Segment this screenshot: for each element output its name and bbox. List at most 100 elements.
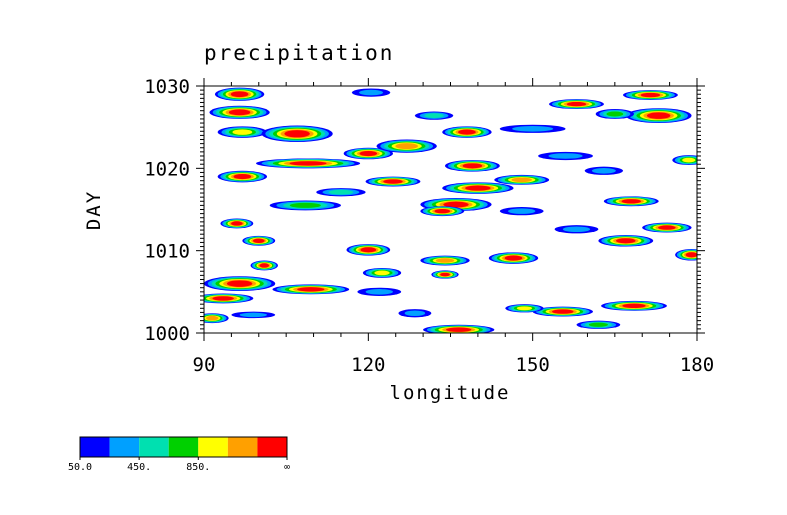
colorbar-swatch-7 bbox=[257, 437, 287, 457]
y-tick-label: 1020 bbox=[144, 158, 190, 180]
precip-contour-level-7 bbox=[434, 208, 451, 214]
precip-contour-level-2 bbox=[548, 153, 583, 159]
x-axis-label: longitude bbox=[390, 382, 511, 404]
precip-cell-43 bbox=[414, 111, 454, 120]
precip-contour-level-5 bbox=[682, 157, 696, 163]
precip-cell-3 bbox=[261, 125, 333, 142]
precip-cell-46 bbox=[316, 188, 366, 197]
precip-contour-level-7 bbox=[440, 272, 450, 277]
major-ticks bbox=[196, 78, 705, 341]
precip-cell-13 bbox=[420, 197, 492, 212]
y-axis-label: DAY bbox=[83, 190, 105, 230]
precip-contour-level-2 bbox=[359, 89, 384, 96]
precip-contour-level-7 bbox=[284, 130, 310, 138]
precip-contour-level-2 bbox=[562, 226, 591, 233]
precip-cell-24 bbox=[675, 249, 697, 261]
colorbar-swatch-1 bbox=[80, 437, 110, 457]
precip-contour-level-7 bbox=[230, 91, 249, 98]
precip-cell-11 bbox=[445, 160, 500, 172]
precip-cell-7 bbox=[256, 158, 361, 169]
precip-cell-17 bbox=[623, 90, 678, 100]
precip-contour-level-2 bbox=[239, 312, 267, 318]
precip-cell-30 bbox=[204, 313, 229, 324]
precip-cell-21 bbox=[603, 196, 659, 207]
precip-contour-level-2 bbox=[404, 310, 426, 317]
precip-contour-level-7 bbox=[359, 150, 378, 157]
precip-contour-level-6 bbox=[206, 315, 219, 321]
y-tick-label: 1010 bbox=[144, 241, 190, 263]
precip-contour-level-2 bbox=[591, 168, 616, 174]
precip-cell-29 bbox=[204, 293, 254, 304]
precip-contour-level-7 bbox=[228, 109, 251, 116]
precip-contour-level-7 bbox=[226, 280, 253, 287]
precip-contour-level-7 bbox=[616, 238, 636, 244]
precip-cell-40 bbox=[505, 304, 544, 313]
precip-cell-51 bbox=[398, 309, 432, 318]
precip-contour-level-7 bbox=[646, 112, 671, 119]
precip-contour-level-7 bbox=[622, 303, 646, 309]
precip-contour-level-7 bbox=[504, 255, 523, 261]
y-tick-label: 1030 bbox=[144, 76, 190, 98]
precip-contour-level-4 bbox=[289, 202, 321, 208]
precip-cell-32 bbox=[346, 244, 391, 256]
precip-contour-level-7 bbox=[230, 221, 243, 226]
precip-contour-level-4 bbox=[606, 111, 624, 117]
x-tick-label: 120 bbox=[351, 354, 385, 376]
precip-cell-31 bbox=[272, 284, 350, 295]
precip-contour-level-7 bbox=[252, 238, 265, 243]
precip-cell-44 bbox=[499, 124, 566, 133]
x-tick-labels: 90 120 150 180 bbox=[193, 354, 715, 376]
colorbar-swatch-4 bbox=[168, 437, 199, 457]
precip-cell-39 bbox=[423, 324, 495, 333]
precip-cell-37 bbox=[532, 306, 593, 317]
precip-cell-34 bbox=[420, 255, 470, 266]
precip-cell-38 bbox=[601, 300, 667, 311]
precip-cell-4 bbox=[343, 147, 393, 160]
precip-contour-level-7 bbox=[566, 101, 587, 107]
colorbar-label: 50.0 bbox=[68, 462, 92, 473]
colorbar-swatch-5 bbox=[198, 437, 228, 457]
precip-cell-22 bbox=[642, 222, 692, 233]
precip-cell-35 bbox=[431, 270, 459, 279]
precip-cell-16 bbox=[549, 99, 604, 110]
colorbar-label: 450. bbox=[127, 462, 151, 473]
precip-cell-14 bbox=[420, 206, 465, 217]
precip-cell-20 bbox=[672, 155, 697, 166]
precip-cell-49 bbox=[554, 225, 599, 234]
precip-cell-10 bbox=[365, 176, 421, 187]
precip-contour-level-3 bbox=[424, 113, 444, 118]
colorbar bbox=[79, 436, 288, 460]
colorbar-frame bbox=[79, 436, 288, 458]
precip-contour-level-7 bbox=[621, 199, 642, 204]
precip-cell-15 bbox=[494, 174, 550, 185]
precip-cell-9 bbox=[269, 200, 341, 211]
precip-cell-27 bbox=[250, 260, 278, 271]
precip-contour-level-5 bbox=[516, 306, 533, 311]
precip-contour-level-7 bbox=[462, 163, 483, 169]
precip-contour-level-7 bbox=[443, 201, 469, 208]
precip-contour-level-7 bbox=[212, 296, 234, 301]
precip-contour-level-6 bbox=[395, 143, 418, 150]
precip-cell-19 bbox=[595, 109, 635, 119]
precip-cell-12 bbox=[442, 182, 514, 194]
chart-title: precipitation bbox=[204, 41, 394, 65]
precip-cell-33 bbox=[362, 267, 402, 278]
colorbar-swatch-2 bbox=[109, 437, 140, 457]
precip-contour-level-7 bbox=[233, 174, 252, 180]
precip-cell-42 bbox=[351, 88, 391, 97]
precip-cell-26 bbox=[242, 235, 276, 246]
x-tick-label: 90 bbox=[193, 354, 216, 376]
x-tick-label: 150 bbox=[516, 354, 550, 376]
y-tick-labels: 1000 1010 1020 1030 bbox=[144, 76, 190, 345]
precip-cell-6 bbox=[442, 126, 492, 138]
precip-contour-level-7 bbox=[259, 263, 270, 268]
precip-contour-level-7 bbox=[465, 185, 491, 191]
precip-contour-level-2 bbox=[508, 208, 536, 214]
precip-contour-level-7 bbox=[458, 129, 476, 135]
precip-contour-level-6 bbox=[435, 258, 455, 263]
precip-cell-0 bbox=[214, 87, 265, 101]
precip-contour-level-4 bbox=[588, 322, 608, 327]
precip-cell-50 bbox=[357, 287, 402, 296]
precip-cell-48 bbox=[584, 166, 624, 175]
precip-contour-level-7 bbox=[383, 179, 403, 184]
